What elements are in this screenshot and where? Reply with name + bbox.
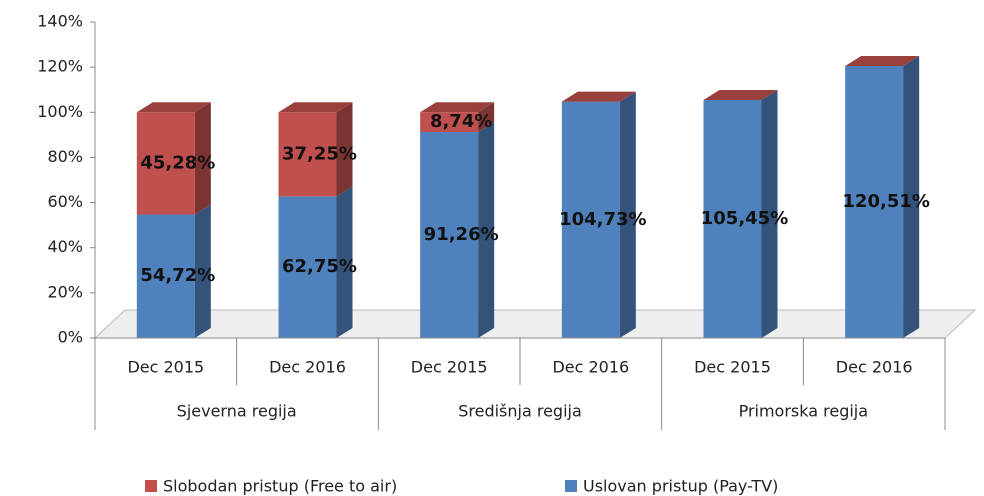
bar-segment — [845, 55, 920, 339]
bar-front — [561, 101, 620, 338]
value-label: 120,51% — [842, 191, 930, 212]
bar-side — [336, 186, 353, 338]
bar-segment — [420, 122, 495, 338]
y-tick-label: 20% — [47, 282, 83, 301]
group-label: Sjeverna regija — [177, 402, 297, 421]
bar-front — [136, 214, 195, 338]
bar-front — [845, 65, 904, 339]
value-label: 91,26% — [424, 224, 499, 245]
value-label: 105,45% — [701, 208, 789, 229]
bar-segment — [703, 89, 778, 338]
bar-segment — [136, 102, 211, 215]
group-label: Primorska regija — [739, 402, 868, 421]
x-tick-label: Dec 2016 — [269, 358, 346, 377]
bar-front — [278, 112, 337, 197]
bar-side — [619, 91, 636, 338]
y-tick-label: 80% — [47, 147, 83, 166]
legend-label: Slobodan pristup (Free to air) — [163, 477, 397, 496]
bar-front — [136, 112, 195, 215]
x-tick-label: Dec 2016 — [836, 358, 913, 377]
legend-swatch — [565, 480, 577, 492]
bar-side — [478, 122, 495, 338]
y-tick-label: 100% — [37, 102, 83, 121]
x-tick-label: Dec 2015 — [411, 358, 488, 377]
y-tick-label: 120% — [37, 57, 83, 76]
bar-segment — [278, 102, 353, 197]
y-tick-label: 0% — [58, 328, 83, 347]
bar-top — [703, 89, 778, 100]
legend-swatch — [145, 480, 157, 492]
group-label: Središnja regija — [458, 402, 582, 421]
bar-side — [194, 204, 211, 338]
bar-side — [194, 102, 211, 215]
value-label: 8,74% — [430, 111, 492, 132]
bar-front — [420, 112, 479, 133]
bar-segment — [278, 186, 353, 338]
value-label: 54,72% — [140, 265, 215, 286]
bar-front — [278, 196, 337, 338]
bar-top — [561, 91, 636, 102]
legend-label: Uslovan pristup (Pay-TV) — [583, 477, 778, 496]
bar-side — [478, 102, 495, 133]
bar-front — [420, 132, 479, 338]
value-label: 45,28% — [140, 152, 215, 173]
x-tick-label: Dec 2015 — [694, 358, 771, 377]
bar-top — [278, 102, 353, 113]
bar-top — [845, 55, 920, 66]
y-tick-label: 60% — [47, 192, 83, 211]
bar-segment — [561, 91, 636, 338]
value-label: 62,75% — [282, 256, 357, 277]
floor — [93, 309, 977, 339]
value-label: 104,73% — [559, 209, 647, 230]
bar-side — [761, 89, 778, 338]
bar-segment — [136, 204, 211, 338]
bar-top — [136, 102, 211, 113]
value-label: 37,25% — [282, 143, 357, 164]
bar-segment — [420, 102, 495, 133]
bar-side — [336, 102, 353, 197]
x-tick-label: Dec 2015 — [127, 358, 204, 377]
y-tick-label: 40% — [47, 237, 83, 256]
x-tick-label: Dec 2016 — [552, 358, 629, 377]
bar-side — [903, 55, 920, 339]
y-tick-label: 140% — [37, 12, 83, 31]
bar-top — [420, 102, 495, 113]
bar-front — [703, 99, 762, 338]
